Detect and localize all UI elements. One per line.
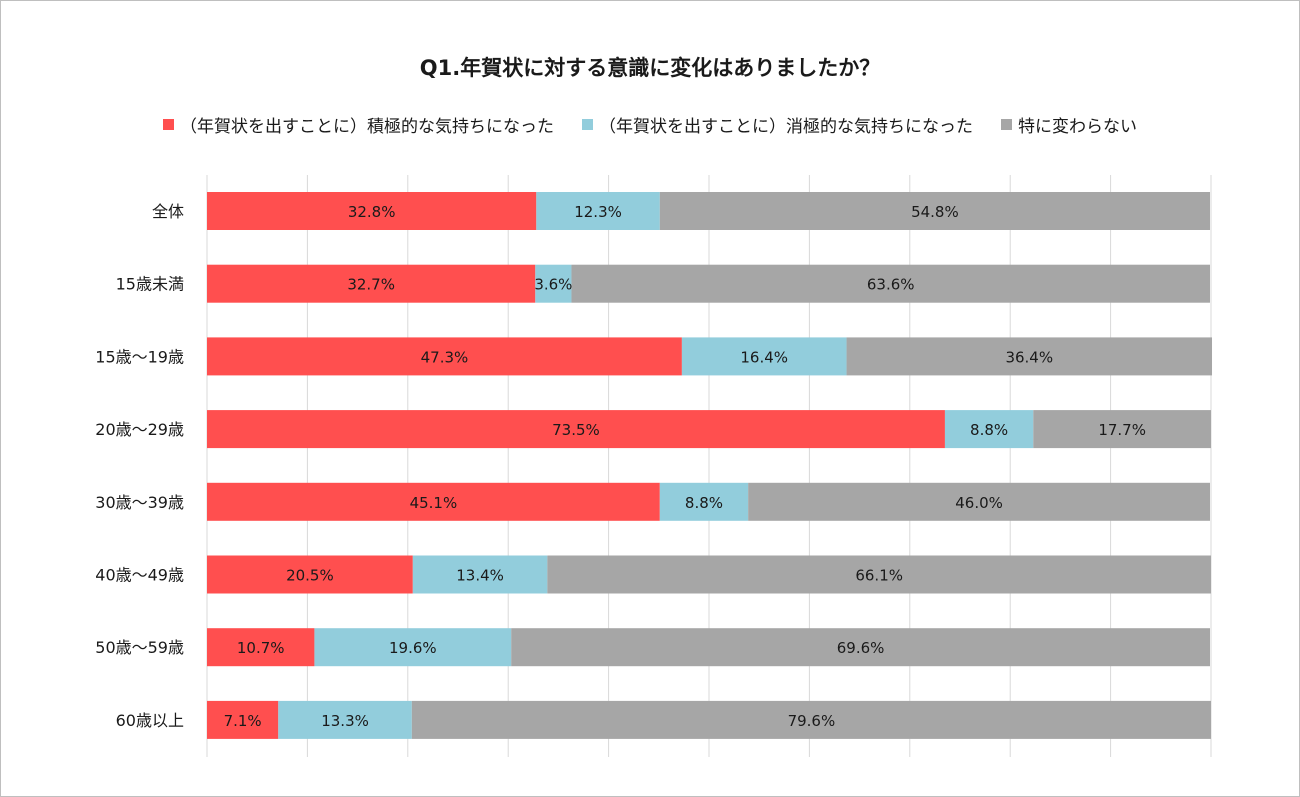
category-label: 50歳～59歳 [95, 638, 184, 657]
data-label: 13.4% [456, 567, 504, 585]
category-label: 全体 [152, 202, 184, 221]
legend-swatch-negative [582, 119, 593, 130]
category-label: 15歳未満 [116, 275, 184, 294]
category-label: 15歳～19歳 [95, 347, 184, 366]
bar-segment-series-2 [511, 628, 1210, 667]
data-label: 36.4% [1005, 348, 1053, 366]
bar-segment-series-1 [944, 410, 1034, 449]
data-label: 69.6% [837, 639, 885, 657]
legend-label-positive: （年賀状を出すことに）積極的な気持ちになった [180, 117, 554, 137]
data-label: 19.6% [389, 639, 437, 657]
data-label: 63.6% [867, 276, 915, 294]
bar-segment-series-0 [207, 192, 537, 230]
data-label: 7.1% [224, 712, 262, 730]
data-label: 32.8% [348, 203, 396, 221]
bar-segment-series-2 [659, 192, 1210, 230]
data-label: 79.6% [788, 712, 836, 730]
category-label: 40歳～49歳 [95, 566, 184, 585]
bar-segment-series-1 [412, 555, 548, 594]
data-label: 45.1% [410, 494, 458, 512]
chart-title: Q1.年賀状に対する意識に変化はありましたか？ [419, 56, 881, 80]
data-label: 66.1% [855, 567, 903, 585]
bar-segment-series-0 [207, 700, 279, 739]
bar-segment-series-2 [1033, 410, 1211, 449]
bar-segment-series-0 [207, 337, 682, 376]
data-label: 20.5% [286, 567, 334, 585]
bar-segment-series-0 [207, 410, 945, 449]
bar-segment-series-2 [411, 700, 1211, 739]
bar-segment-series-1 [681, 337, 847, 376]
bar-segment-series-2 [748, 482, 1210, 521]
bar-segment-series-1 [659, 482, 749, 521]
category-label: 60歳以上 [116, 711, 184, 730]
legend-item-negative: （年賀状を出すことに）消極的な気持ちになった [582, 112, 973, 137]
category-label: 30歳～39歳 [95, 493, 184, 512]
category-label: 20歳～29歳 [95, 420, 184, 439]
legend-label-nochange: 特に変わらない [1018, 117, 1137, 137]
data-label: 17.7% [1098, 421, 1146, 439]
data-label: 8.8% [970, 421, 1008, 439]
bar-segment-series-2 [846, 337, 1213, 376]
legend-item-positive: （年賀状を出すことに）積極的な気持ちになった [163, 112, 554, 137]
data-label: 32.7% [347, 276, 395, 294]
bar-segment-series-1 [278, 700, 412, 739]
bar-segment-series-1 [535, 264, 572, 303]
data-label: 3.6% [534, 276, 572, 294]
bar-segment-series-2 [571, 264, 1210, 303]
data-label: 8.8% [685, 494, 723, 512]
data-label: 16.4% [740, 348, 788, 366]
legend-label-negative: （年賀状を出すことに）消極的な気持ちになった [599, 117, 973, 137]
bar-segment-series-0 [207, 628, 315, 667]
bar-segment-series-1 [314, 628, 512, 667]
data-label: 10.7% [237, 639, 285, 657]
legend: （年賀状を出すことに）積極的な気持ちになった （年賀状を出すことに）消極的な気持… [0, 112, 1300, 137]
bar-segment-series-0 [207, 482, 660, 521]
data-label: 54.8% [911, 203, 959, 221]
legend-swatch-positive [163, 119, 174, 130]
bar-segment-series-2 [547, 555, 1211, 594]
legend-swatch-nochange [1001, 119, 1012, 130]
data-label: 13.3% [321, 712, 369, 730]
data-label: 73.5% [552, 421, 600, 439]
data-label: 12.3% [574, 203, 622, 221]
bar-segment-series-0 [207, 555, 413, 594]
bar-segment-series-0 [207, 264, 536, 303]
data-label: 47.3% [421, 348, 469, 366]
data-label: 46.0% [955, 494, 1003, 512]
bar-segment-series-1 [536, 192, 660, 230]
legend-item-nochange: 特に変わらない [1001, 112, 1137, 137]
